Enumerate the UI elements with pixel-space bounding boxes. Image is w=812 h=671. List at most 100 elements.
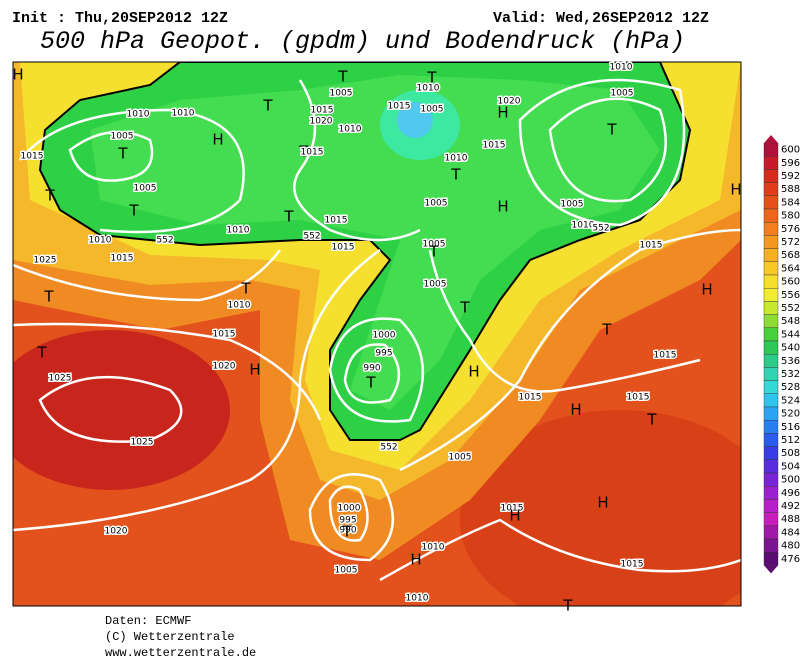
contour-label: 552 — [303, 232, 320, 242]
colorbar-swatch — [763, 380, 779, 395]
colorbar-label: 500 — [781, 475, 800, 486]
contour-label: 1005 — [423, 240, 446, 250]
colorbar-swatch — [763, 538, 779, 553]
footer-line: (C) Wetterzentrale — [105, 630, 235, 644]
contour-label: 1010 — [227, 226, 250, 236]
colorbar-cap — [764, 135, 778, 143]
colorbar-swatch — [763, 208, 779, 223]
colorbar-swatch — [763, 261, 779, 276]
pressure-center: T — [428, 243, 439, 261]
colorbar-label: 556 — [781, 290, 800, 301]
colorbar-swatch — [763, 274, 779, 289]
colorbar-label: 588 — [781, 184, 800, 195]
pressure-center: T — [43, 288, 54, 306]
contour-label: 1010 — [610, 63, 633, 73]
pressure-center: T — [562, 597, 573, 615]
colorbar-swatch — [763, 472, 779, 487]
pressure-center: T — [283, 208, 294, 226]
colorbar-swatch — [763, 354, 779, 368]
colorbar-swatch — [763, 235, 779, 249]
contour-label: 1015 — [301, 148, 324, 158]
map-frame — [12, 61, 742, 607]
colorbar-label: 516 — [781, 422, 800, 433]
footer-line: Daten: ECMWF — [105, 614, 191, 628]
colorbar-label: 548 — [781, 316, 800, 327]
pressure-center: T — [341, 523, 352, 541]
colorbar-swatch — [763, 433, 779, 447]
contour-label: 1005 — [111, 132, 134, 142]
colorbar: 600 596 592 588 584 580 576 572 568 564 560 556 552 5… — [763, 135, 800, 574]
colorbar-label: 600 — [781, 145, 800, 156]
contour-label: 1010 — [406, 594, 429, 604]
pressure-center: T — [240, 280, 251, 298]
contour-label: 1015 — [311, 106, 334, 116]
colorbar-label: 596 — [781, 158, 800, 169]
pressure-center: T — [128, 202, 139, 220]
contour-label: 1015 — [213, 330, 236, 340]
contour-label: 1010 — [417, 84, 440, 94]
pressure-center: H — [701, 281, 712, 299]
contour-label: 1005 — [425, 199, 448, 209]
colorbar-swatch — [763, 288, 779, 302]
contour-label: 1005 — [421, 105, 444, 115]
pressure-center: H — [468, 363, 479, 381]
colorbar-label: 504 — [781, 461, 800, 472]
pressure-center: H — [249, 361, 260, 379]
contour-label: 1005 — [424, 280, 447, 290]
contour-label: 995 — [339, 516, 356, 526]
colorbar-label: 584 — [781, 197, 800, 208]
map-title: 500 hPa Geopot. (gpdm) und Bodendruck (h… — [40, 27, 685, 56]
contour-label: 1015 — [21, 152, 44, 162]
pressure-center: H — [212, 131, 223, 149]
pressure-center: H — [497, 104, 508, 122]
pressure-center: H — [12, 66, 23, 84]
pressure-center: T — [459, 299, 470, 317]
colorbar-label: 496 — [781, 488, 800, 499]
contour-label: 990 — [363, 364, 380, 374]
colorbar-swatch — [763, 195, 779, 210]
colorbar-swatch — [763, 301, 779, 315]
pressure-center: T — [44, 187, 55, 205]
colorbar-swatch — [763, 142, 779, 157]
pressure-center: T — [298, 143, 309, 161]
pressure-center: H — [730, 181, 741, 199]
colorbar-swatch — [763, 248, 779, 263]
colorbar-swatch — [763, 327, 779, 342]
pressure-center: H — [597, 494, 608, 512]
pressure-center: H — [570, 401, 581, 419]
contour-label: 1005 — [561, 200, 584, 210]
colorbar-label: 488 — [781, 514, 800, 525]
contour-label: 1010 — [127, 110, 150, 120]
contour-label: 1025 — [131, 438, 154, 448]
colorbar-swatch — [763, 367, 779, 381]
contour-label: 1015 — [519, 393, 542, 403]
pressure-center: T — [337, 68, 348, 86]
contour-label: 1010 — [89, 236, 112, 246]
pressure-center: T — [36, 344, 47, 362]
colorbar-label: 560 — [781, 277, 800, 288]
pressure-center: H — [509, 507, 520, 525]
colorbar-swatch — [763, 459, 779, 474]
colorbar-swatch — [763, 406, 779, 421]
contour-label: 1015 — [654, 351, 677, 361]
contour-label: 1005 — [449, 453, 472, 463]
map — [13, 62, 741, 606]
pressure-center: T — [601, 321, 612, 339]
footer-line: www.wetterzentrale.de — [105, 646, 256, 660]
contour-label: 1010 — [339, 125, 362, 135]
contour-label: 1015 — [332, 243, 355, 253]
pressure-center: H — [497, 198, 508, 216]
colorbar-label: 568 — [781, 250, 800, 261]
colorbar-swatch — [763, 525, 779, 540]
contour-label: 1015 — [388, 102, 411, 112]
colorbar-label: 540 — [781, 343, 800, 354]
colorbar-swatch — [763, 155, 779, 170]
colorbar-swatch — [763, 182, 779, 197]
contour-label: 552 — [380, 443, 397, 453]
contour-label: 1020 — [105, 527, 128, 537]
colorbar-swatch — [763, 512, 779, 526]
colorbar-label: 592 — [781, 171, 800, 182]
contour-label: 1010 — [572, 221, 595, 231]
contour-label: 552 — [592, 224, 609, 234]
